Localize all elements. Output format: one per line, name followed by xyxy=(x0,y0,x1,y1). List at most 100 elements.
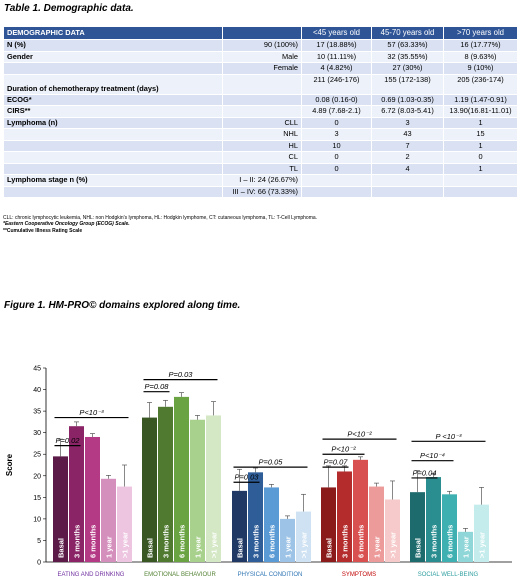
row-label xyxy=(3,185,223,198)
bar xyxy=(174,396,189,562)
bar-label: Basal xyxy=(414,538,423,558)
header-col-2: <45 years old xyxy=(301,26,372,40)
cell-under-45: 0.08 (0.16-0) xyxy=(301,93,372,106)
header-label: DEMOGRAPHIC DATA xyxy=(3,26,223,40)
table-row: III – IV: 66 (73.33%) xyxy=(3,185,518,198)
bar xyxy=(280,518,295,562)
cell-under-45: 10 xyxy=(301,139,372,152)
row-label xyxy=(3,62,223,75)
cell-under-45: 0 xyxy=(301,151,372,164)
table-row: Female 4 (4.82%) 27 (30%) 9 (10%) xyxy=(3,62,518,75)
y-tick-label: 45 xyxy=(33,366,41,373)
bar-label: 6 months xyxy=(357,525,366,558)
row-label: Duration of chemotherapy treatment (days… xyxy=(3,73,223,95)
bar xyxy=(142,417,157,562)
cell-45-70: 43 xyxy=(371,128,444,141)
header-col-4: >70 years old xyxy=(443,26,518,40)
cell-45-70: 7 xyxy=(371,139,444,152)
bar-label: 6 months xyxy=(178,525,187,558)
table-row: Gender Male 10 (11.11%) 32 (35.55%) 8 (9.63%… xyxy=(3,50,518,63)
cell-over-70: 16 (17.77%) xyxy=(443,39,518,52)
bar xyxy=(321,487,336,562)
bar-label: >1 year xyxy=(389,532,398,558)
row-sublabel xyxy=(222,93,302,106)
bar-label: 6 months xyxy=(89,525,98,558)
table-row: Lymphoma (n) CLL 0 3 1 xyxy=(3,116,518,129)
bar xyxy=(101,478,116,562)
cell-45-70: 27 (30%) xyxy=(371,62,444,75)
header-col-1 xyxy=(222,26,302,40)
p-value-label: P=0.08 xyxy=(145,382,170,391)
row-sublabel: I – II: 24 (26.67%) xyxy=(222,174,302,187)
row-sublabel: CL xyxy=(222,151,302,164)
y-axis-label: Score xyxy=(5,453,14,476)
table-row: NHL 3 43 15 xyxy=(3,128,518,141)
table-row: TL 0 4 1 xyxy=(3,162,518,175)
row-label: Lymphoma (n) xyxy=(3,116,223,129)
bar-label: 3 months xyxy=(252,525,261,558)
bar-label: 3 months xyxy=(162,525,171,558)
figure-title: Figure 1. HM-PRO© domains explored along… xyxy=(4,300,241,311)
cell-under-45: 211 (246-176) xyxy=(301,73,372,95)
cell-45-70 xyxy=(371,185,444,198)
table-row: Duration of chemotherapy treatment (days… xyxy=(3,73,518,95)
bar-label: Basal xyxy=(57,538,66,558)
cell-over-70: 1 xyxy=(443,116,518,129)
p-value-label: P<10⁻³ xyxy=(79,408,104,417)
bar-label: Basal xyxy=(236,538,245,558)
cell-under-45: 4 (4.82%) xyxy=(301,62,372,75)
cell-45-70: 2 xyxy=(371,151,444,164)
row-label: N (%) xyxy=(3,39,223,52)
cell-under-45: 0 xyxy=(301,116,372,129)
bar-label: 1 year xyxy=(194,536,203,558)
bar-label: >1 year xyxy=(210,532,219,558)
cell-over-70: 9 (10%) xyxy=(443,62,518,75)
bar xyxy=(264,487,279,562)
cell-45-70: 32 (35.55%) xyxy=(371,50,444,63)
row-sublabel: Male xyxy=(222,50,302,63)
bar-label: 6 months xyxy=(446,525,455,558)
bar-label: 6 months xyxy=(268,525,277,558)
bar xyxy=(248,472,263,562)
table-row: HL 10 7 1 xyxy=(3,139,518,152)
cell-over-70: 15 xyxy=(443,128,518,141)
row-sublabel: NHL xyxy=(222,128,302,141)
bar-label: >1 year xyxy=(478,532,487,558)
group-label: SYMPTOMS xyxy=(342,572,376,578)
row-sublabel: HL xyxy=(222,139,302,152)
cell-45-70: 155 (172-138) xyxy=(371,73,444,95)
y-tick-label: 15 xyxy=(33,495,41,502)
group-label: PHYSICAL CONDITION xyxy=(238,572,303,578)
row-sublabel: CLL xyxy=(222,116,302,129)
cell-over-70: 13.90(16.81-11.01) xyxy=(443,105,518,118)
bar-label: 1 year xyxy=(284,536,293,558)
row-label: Gender xyxy=(3,50,223,63)
bar xyxy=(206,415,221,562)
row-sublabel: TL xyxy=(222,162,302,175)
y-tick-label: 0 xyxy=(37,560,41,567)
p-value-label: P<10⁻⁴ xyxy=(420,451,445,460)
cell-under-45: 0 xyxy=(301,162,372,175)
cell-under-45 xyxy=(301,185,372,198)
cell-45-70: 0.69 (1.03-0.35) xyxy=(371,93,444,106)
bar-label: 3 months xyxy=(430,525,439,558)
cell-45-70: 57 (63.33%) xyxy=(371,39,444,52)
bar xyxy=(410,492,425,562)
bar xyxy=(458,531,473,562)
footnote: **Cumulative Illness Rating Scale xyxy=(3,227,83,234)
bar xyxy=(474,504,489,562)
row-label: CIRS** xyxy=(3,105,223,118)
cell-over-70 xyxy=(443,174,518,187)
cell-over-70: 1 xyxy=(443,139,518,152)
group-label: EMOTIONAL BEHAVIOUR xyxy=(144,572,216,578)
row-label xyxy=(3,151,223,164)
bar xyxy=(296,511,311,562)
y-tick-label: 20 xyxy=(33,473,41,480)
table-row: ECOG* 0.08 (0.16-0) 0.69 (1.03-0.35) 1.19 (… xyxy=(3,93,518,106)
cell-under-45 xyxy=(301,174,372,187)
row-label: ECOG* xyxy=(3,93,223,106)
row-label xyxy=(3,139,223,152)
table-footnotes: CLL: chronic lymphocytic leukemia, NHL: … xyxy=(3,215,317,234)
cell-over-70: 205 (236-174) xyxy=(443,73,518,95)
bar xyxy=(158,406,173,562)
